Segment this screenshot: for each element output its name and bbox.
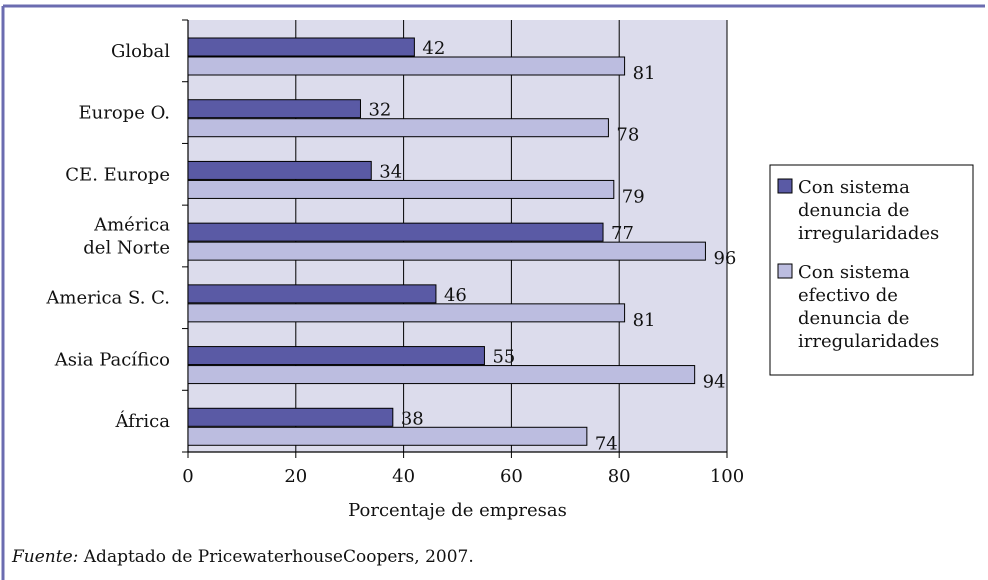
legend-swatch <box>777 263 793 279</box>
x-tick-label: 100 <box>710 466 744 487</box>
bar <box>187 346 485 366</box>
bar <box>187 56 626 76</box>
category-label: del Norte <box>83 238 170 259</box>
bar <box>187 407 394 427</box>
bar <box>187 426 588 446</box>
category-label: Asia Pacífico <box>54 349 170 370</box>
legend-label: irregularidades <box>798 331 939 352</box>
bar-value-label: 74 <box>595 433 618 454</box>
source-lead: Fuente: <box>12 547 79 567</box>
bar <box>187 179 615 199</box>
bar-value-label: 46 <box>444 285 467 306</box>
x-tick-label: 40 <box>392 466 415 487</box>
bar-value-label: 81 <box>633 310 656 331</box>
bar-value-label: 81 <box>633 63 656 84</box>
category-label: Europe O. <box>79 103 171 124</box>
legend-label: denuncia de <box>798 308 909 329</box>
source-text: Adaptado de PricewaterhouseCoopers, 2007… <box>78 547 474 567</box>
bar-value-label: 96 <box>713 248 736 269</box>
source-note: Fuente: Adaptado de PricewaterhouseCoope… <box>12 547 474 567</box>
x-tick-label: 60 <box>500 466 523 487</box>
bar-value-label: 34 <box>379 161 402 182</box>
category-label: América <box>93 215 170 236</box>
x-axis-title: Porcentaje de empresas <box>348 500 567 521</box>
bar <box>187 99 361 119</box>
bar <box>187 303 626 323</box>
bar-value-label: 77 <box>611 223 634 244</box>
x-tick-label: 20 <box>284 466 307 487</box>
bar-value-label: 38 <box>401 408 424 429</box>
bar <box>187 118 609 138</box>
legend-label: irregularidades <box>798 223 939 244</box>
bar-value-label: 55 <box>492 347 515 368</box>
category-label: Global <box>111 41 170 62</box>
category-label: America S. C. <box>45 288 170 309</box>
legend-swatch <box>777 178 793 194</box>
bar <box>187 241 706 261</box>
bar-value-label: 94 <box>703 372 726 393</box>
category-label: África <box>114 409 170 432</box>
legend-label: denuncia de <box>798 200 909 221</box>
bar <box>187 160 372 180</box>
legend-label: efectivo de <box>798 285 898 306</box>
bar <box>187 222 604 242</box>
legend-label: Con sistema <box>798 262 910 283</box>
bar <box>187 365 696 385</box>
category-label: CE. Europe <box>65 164 170 185</box>
bar-value-label: 32 <box>368 100 391 121</box>
legend-box <box>769 164 974 376</box>
bar <box>187 37 415 57</box>
bar <box>187 284 437 304</box>
bar-value-label: 78 <box>616 125 639 146</box>
x-tick-label: 0 <box>182 466 193 487</box>
bar-value-label: 42 <box>422 38 445 59</box>
x-tick-label: 80 <box>608 466 631 487</box>
legend-label: Con sistema <box>798 177 910 198</box>
bar-value-label: 79 <box>622 186 645 207</box>
